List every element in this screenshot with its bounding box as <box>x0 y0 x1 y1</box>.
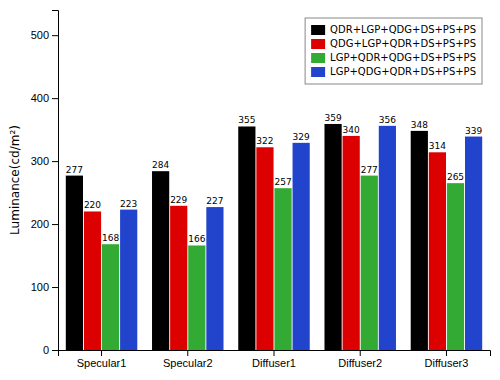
tick-mark <box>101 350 102 356</box>
tick: Diffuser3 <box>425 350 469 369</box>
bar <box>102 244 119 350</box>
bar <box>293 143 310 350</box>
data-label: 227 <box>206 196 223 206</box>
tick-label: 100 <box>31 281 49 293</box>
chart: 277 284 355 359 348 220 229 322 340 314 168 166 257 2… <box>0 0 500 380</box>
data-label: 348 <box>411 120 428 130</box>
tick-mark <box>52 224 58 225</box>
data-label: 220 <box>84 200 101 210</box>
tick: 200 <box>31 218 58 230</box>
tick: 400 <box>31 92 58 104</box>
legend-label: LGP+QDR+QDG+DS+PS+PS <box>330 52 476 63</box>
data-label: 356 <box>379 115 396 125</box>
tick: 500 <box>31 29 58 41</box>
bar <box>256 147 273 350</box>
plot: 277 284 355 359 348 220 229 322 340 314 168 166 257 2… <box>31 11 491 369</box>
tick-mark <box>360 350 361 356</box>
tick-mark <box>52 35 58 36</box>
tick-label: Diffuser1 <box>252 357 296 369</box>
tick: 0 <box>43 344 58 356</box>
bar <box>238 126 255 350</box>
axis-line <box>52 11 59 351</box>
bar-series <box>120 126 482 350</box>
bar <box>120 210 137 350</box>
data-label: 359 <box>324 113 341 123</box>
tick: 300 <box>31 155 58 167</box>
bar <box>465 137 482 350</box>
data-label: 229 <box>170 195 187 205</box>
bar <box>447 183 464 350</box>
tick-mark <box>52 161 58 162</box>
tick-mark <box>52 350 58 351</box>
data-label: 277 <box>66 165 83 175</box>
legend-swatch <box>311 53 325 63</box>
tick-label: 400 <box>31 92 49 104</box>
legend-item: QDG+LGP+QDR+DS+PS+PS <box>311 38 476 49</box>
tick-mark <box>446 350 447 356</box>
tick-label: Diffuser3 <box>425 357 469 369</box>
data-label: 284 <box>152 160 169 170</box>
data-label: 340 <box>343 125 360 135</box>
y-axis-title: Luminance(cd/m²) <box>8 125 22 235</box>
axis-line <box>59 351 491 357</box>
legend-label: QDR+LGP+QDG+DS+PS+PS <box>330 24 476 35</box>
bar <box>429 152 446 350</box>
data-label: 339 <box>465 126 482 136</box>
tick-label: 300 <box>31 155 49 167</box>
tick-label: 0 <box>43 344 49 356</box>
data-label: 329 <box>293 132 310 142</box>
data-label: 223 <box>120 199 137 209</box>
legend-label: LGP+QDG+QDR+DS+PS+PS <box>330 66 476 77</box>
tick-mark <box>187 350 188 356</box>
legend-swatch <box>311 39 325 49</box>
legend-label: QDG+LGP+QDR+DS+PS+PS <box>330 38 476 49</box>
data-labels: 277 284 355 359 348 220 229 322 340 314 168 166 257 2… <box>66 113 483 245</box>
bar <box>170 206 187 350</box>
legend-swatch <box>311 25 325 35</box>
legend-item: QDR+LGP+QDG+DS+PS+PS <box>311 24 476 35</box>
legend-frame <box>305 18 482 84</box>
tick: 100 <box>31 281 58 293</box>
bar <box>343 136 360 350</box>
tick-mark <box>52 98 58 99</box>
bar <box>206 207 223 350</box>
bar <box>411 131 428 350</box>
tick: Specular1 <box>77 350 127 369</box>
tick-label: Specular2 <box>163 357 213 369</box>
legend: QDR+LGP+QDG+DS+PS+PS QDG+LGP+QDR+DS+PS+PS… <box>305 18 482 84</box>
bars <box>66 124 482 350</box>
legend-item: LGP+QDR+QDG+DS+PS+PS <box>311 52 476 63</box>
bar-series <box>102 176 464 350</box>
tick-label: Specular1 <box>77 357 127 369</box>
data-label: 277 <box>361 165 378 175</box>
data-label: 265 <box>447 172 464 182</box>
bar <box>379 126 396 350</box>
tick-mark <box>52 287 58 288</box>
bar <box>66 176 83 350</box>
bar <box>152 171 169 350</box>
bar <box>188 245 205 350</box>
bar <box>84 211 101 350</box>
data-label: 168 <box>102 233 119 243</box>
tick-mark <box>274 350 275 356</box>
legend-item: LGP+QDG+QDR+DS+PS+PS <box>311 66 476 77</box>
tick-label: 500 <box>31 29 49 41</box>
y-axis: 0 100 200 300 400 500 <box>31 11 59 357</box>
data-label: 314 <box>429 141 446 151</box>
x-axis: Specular1 Specular2 Diffuser1 Diffuser2 Diff… <box>59 350 491 369</box>
tick-label: Diffuser2 <box>338 357 382 369</box>
bar <box>274 188 291 350</box>
bar <box>324 124 341 350</box>
bar <box>361 176 378 350</box>
data-label: 355 <box>238 115 255 125</box>
data-label: 257 <box>274 177 291 187</box>
tick: Diffuser1 <box>252 350 296 369</box>
data-label: 322 <box>256 136 273 146</box>
legend-swatch <box>311 67 325 77</box>
tick: Diffuser2 <box>338 350 382 369</box>
tick-label: 200 <box>31 218 49 230</box>
bar-series <box>66 124 428 350</box>
data-label: 166 <box>188 234 205 244</box>
tick: Specular2 <box>163 350 213 369</box>
